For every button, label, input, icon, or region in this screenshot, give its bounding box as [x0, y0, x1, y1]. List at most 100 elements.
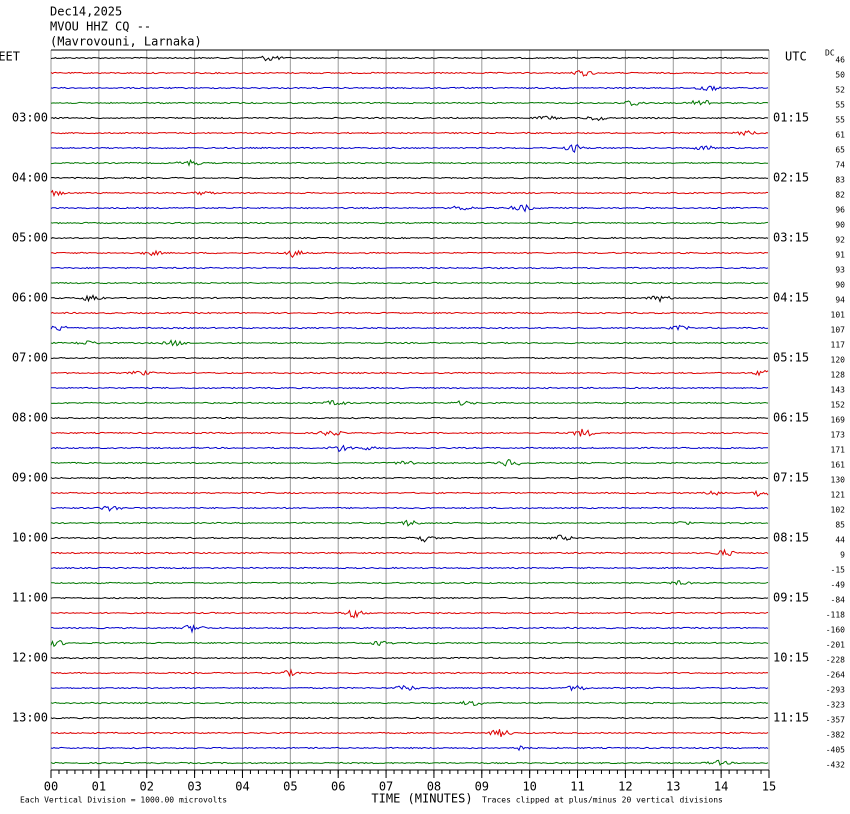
- dc-value: 44: [835, 536, 845, 545]
- dc-value: -160: [826, 626, 845, 635]
- trace: [50, 339, 769, 347]
- dc-value: 74: [835, 161, 845, 170]
- dc-value: 85: [835, 521, 845, 530]
- title-line: MVOU HHZ CQ --: [50, 20, 151, 34]
- dc-value: 143: [831, 386, 846, 395]
- dc-value: 90: [835, 221, 845, 230]
- dc-value: 93: [835, 266, 845, 275]
- trace: [50, 716, 769, 720]
- left-time-label: 13:00: [12, 711, 48, 725]
- dc-value: 65: [835, 146, 845, 155]
- dc-value: 171: [831, 446, 846, 455]
- right-time-label: 10:15: [773, 651, 809, 665]
- x-tick-label: 13: [666, 780, 680, 794]
- dc-value: 128: [831, 371, 846, 380]
- dc-value: 117: [831, 341, 846, 350]
- dc-value: 94: [835, 296, 845, 305]
- trace: [50, 144, 768, 153]
- right-time-label: 05:15: [773, 351, 809, 365]
- dc-value: 91: [835, 251, 845, 260]
- dc-value: 55: [835, 116, 845, 125]
- right-axis-title: UTC: [785, 50, 807, 64]
- trace: [50, 400, 769, 406]
- trace: [50, 759, 769, 766]
- left-time-label: 11:00: [12, 591, 48, 605]
- dc-value: 102: [831, 506, 846, 515]
- x-tick-label: 05: [283, 780, 297, 794]
- dc-value: -84: [831, 596, 846, 605]
- dc-value: -405: [826, 746, 845, 755]
- trace: [50, 85, 769, 92]
- dc-value: -323: [826, 701, 845, 710]
- dc-value: 161: [831, 461, 846, 470]
- trace: [50, 176, 769, 180]
- trace: [50, 203, 769, 213]
- right-time-label: 06:15: [773, 411, 809, 425]
- trace: [50, 416, 769, 420]
- right-time-label: 11:15: [773, 711, 809, 725]
- trace: [50, 596, 769, 600]
- trace: [50, 489, 769, 497]
- x-tick-label: 10: [522, 780, 536, 794]
- trace: [50, 534, 769, 543]
- left-time-label: 05:00: [12, 231, 48, 245]
- trace: [50, 700, 769, 707]
- dc-value: 169: [831, 416, 846, 425]
- trace: [50, 580, 769, 586]
- trace: [50, 548, 769, 557]
- x-tick-label: 07: [379, 780, 393, 794]
- dc-value: 55: [835, 101, 845, 110]
- dc-value: 130: [831, 476, 846, 485]
- x-tick-label: 12: [618, 780, 632, 794]
- dc-value: -382: [826, 731, 845, 740]
- trace: [50, 369, 769, 377]
- trace: [50, 236, 769, 240]
- trace: [51, 386, 769, 390]
- footer-right: Traces clipped at plus/minus 20 vertical…: [482, 796, 723, 805]
- left-time-label: 06:00: [12, 291, 48, 305]
- trace: [50, 221, 769, 225]
- dc-value: 92: [835, 236, 845, 245]
- trace: [50, 249, 769, 258]
- dc-value: 107: [831, 326, 846, 335]
- dc-value: -432: [826, 761, 845, 770]
- trace: [50, 281, 769, 285]
- x-tick-label: 06: [331, 780, 345, 794]
- left-time-label: 04:00: [12, 171, 48, 185]
- left-time-label: 08:00: [12, 411, 48, 425]
- trace: [50, 745, 769, 752]
- right-time-label: 02:15: [773, 171, 809, 185]
- title-line: Dec14,2025: [50, 5, 122, 19]
- right-time-label: 01:15: [773, 111, 809, 125]
- title-line: (Mavrovouni, Larnaka): [50, 35, 202, 49]
- trace: [50, 324, 769, 332]
- x-tick-label: 03: [187, 780, 201, 794]
- dc-value: -201: [826, 641, 845, 650]
- trace: [50, 459, 768, 467]
- trace: [50, 668, 769, 678]
- trace: [50, 130, 769, 137]
- trace: [50, 356, 769, 360]
- x-tick-label: 02: [140, 780, 154, 794]
- x-tick-label: 04: [235, 780, 249, 794]
- footer-left: Each Vertical Division = 1000.00 microvo…: [20, 796, 227, 805]
- left-axis-title: EET: [0, 50, 20, 64]
- trace: [50, 476, 769, 480]
- left-time-label: 12:00: [12, 651, 48, 665]
- trace: [50, 639, 769, 648]
- x-tick-label: 00: [44, 780, 58, 794]
- dc-value: 96: [835, 206, 845, 215]
- x-tick-label: 09: [475, 780, 489, 794]
- dc-value: 46: [835, 56, 845, 65]
- left-time-label: 03:00: [12, 111, 48, 125]
- x-axis-title: TIME (MINUTES): [371, 792, 472, 806]
- left-time-label: 10:00: [12, 531, 48, 545]
- trace: [50, 609, 769, 619]
- dc-value: 120: [831, 356, 846, 365]
- trace: [50, 624, 769, 634]
- right-time-label: 04:15: [773, 291, 809, 305]
- dc-value: -118: [826, 611, 845, 620]
- dc-value: 52: [835, 86, 845, 95]
- trace: [50, 115, 769, 122]
